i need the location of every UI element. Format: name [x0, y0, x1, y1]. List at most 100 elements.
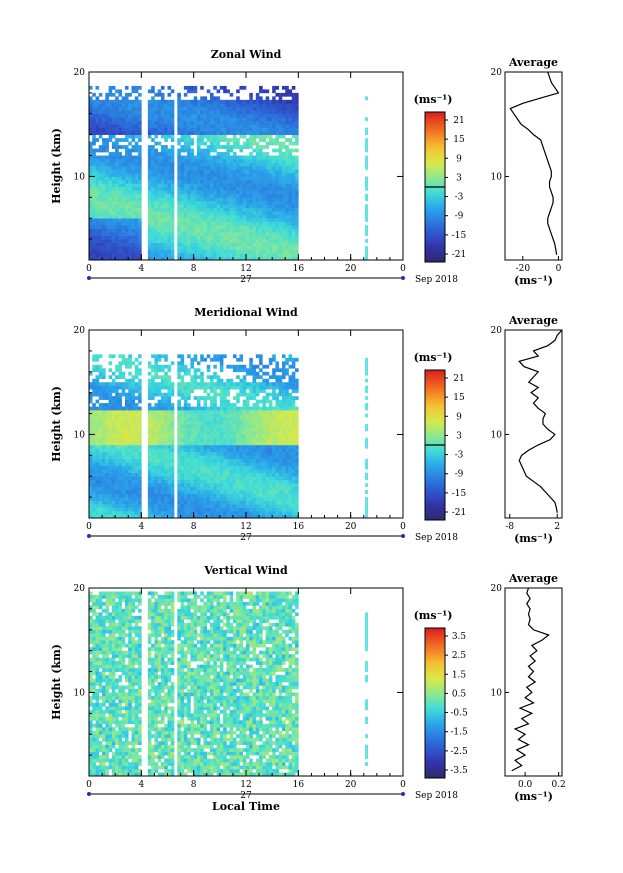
- meridional-colorbar-label: 21: [453, 374, 464, 384]
- vertical-date-label: Sep 2018: [415, 791, 458, 801]
- zonal-colorbar-label: 9: [456, 154, 462, 164]
- meridional-colorbar-label: -9: [455, 470, 464, 480]
- zonal-colorbar-label: -9: [455, 212, 464, 222]
- meridional-ylabel: Height (km): [50, 386, 63, 462]
- meridional-colorbar-label: 9: [456, 412, 462, 422]
- meridional-xtick-label: 16: [293, 522, 305, 532]
- vertical-average-xtick-label: 0.0: [518, 780, 533, 790]
- meridional-day-label: 27: [240, 533, 252, 543]
- vertical-colorbar-label: 0.5: [452, 689, 467, 699]
- vertical-xtick-label: 0: [86, 780, 92, 790]
- zonal-colorbar-unit: (ms⁻¹): [414, 93, 453, 106]
- zonal-xtick-label: 0: [86, 264, 92, 274]
- meridional-xtick-label: 4: [138, 522, 144, 532]
- vertical-average-xtick-label: 0.2: [551, 780, 565, 790]
- panel-vertical: Vertical Wind 10 20 Height (km) 0 4 8 12 16 20 0 27…: [50, 564, 566, 813]
- meridional-average-unit: (ms⁻¹): [514, 532, 553, 545]
- meridional-average-xtick-label: 2: [554, 522, 560, 532]
- vertical-colorbar-label: 2.5: [452, 651, 467, 661]
- zonal-average-ytick-label: 10: [491, 172, 503, 182]
- panel-meridional: Meridional Wind 10 20 Height (km) 0 4 8 12 16 20 0…: [50, 306, 563, 545]
- meridional-average-line: [518, 329, 563, 513]
- meridional-colorbar-label: 3: [456, 431, 462, 441]
- zonal-average-frame: [504, 71, 563, 261]
- meridional-ytick-label: 10: [74, 430, 86, 440]
- vertical-heatmap-cells: [89, 591, 369, 777]
- vertical-xlabel: Local Time: [212, 800, 280, 813]
- meridional-date-marker-start: [87, 534, 91, 538]
- meridional-xtick-label: 20: [345, 522, 357, 532]
- meridional-xtick-label: 0: [86, 522, 92, 532]
- zonal-date-label: Sep 2018: [415, 275, 458, 285]
- zonal-xtick-label: 4: [138, 264, 144, 274]
- meridional-date-marker-end: [401, 534, 405, 538]
- vertical-colorbar-label: 3.5: [452, 632, 467, 642]
- meridional-average-ytick-label: 20: [491, 326, 503, 336]
- vertical-average-ytick-label: 20: [491, 584, 503, 594]
- zonal-colorbar-label: 3: [456, 173, 462, 183]
- vertical-colorbar-unit: (ms⁻¹): [414, 609, 453, 622]
- meridional-colorbar-label: -3: [455, 451, 464, 461]
- zonal-average-line: [509, 71, 560, 255]
- meridional-date-label: Sep 2018: [415, 533, 458, 543]
- meridional-average-ytick-label: 10: [491, 430, 503, 440]
- meridional-colorbar-unit: (ms⁻¹): [414, 351, 453, 364]
- vertical-date-marker-start: [87, 792, 91, 796]
- zonal-title: Zonal Wind: [211, 48, 282, 61]
- vertical-colorbar-label: -3.5: [450, 766, 468, 776]
- zonal-ytick-label: 10: [74, 172, 86, 182]
- vertical-xtick-label: 4: [138, 780, 144, 790]
- vertical-average-title: Average: [508, 572, 558, 585]
- zonal-xtick-label: 20: [345, 264, 357, 274]
- zonal-average-xtick-label: -20: [516, 264, 531, 274]
- zonal-colorbar-label: -15: [452, 231, 467, 241]
- meridional-heatmap-cells: [89, 354, 369, 519]
- zonal-average-ytick-label: 20: [491, 68, 503, 78]
- vertical-xtick-label: 20: [345, 780, 357, 790]
- vertical-average-ytick-label: 10: [491, 688, 503, 698]
- vertical-xtick-label: 12: [240, 780, 251, 790]
- zonal-xtick-label: 12: [240, 264, 251, 274]
- vertical-title: Vertical Wind: [203, 564, 288, 577]
- zonal-xtick-label: 8: [191, 264, 197, 274]
- meridional-ytick-label: 20: [74, 326, 86, 336]
- panel-zonal: Zonal Wind 10 20 Height (km) 0 4 8 12 16 20 0 27 Sep…: [50, 48, 563, 287]
- meridional-title: Meridional Wind: [194, 306, 298, 319]
- zonal-colorbar-label: -3: [455, 193, 464, 203]
- zonal-date-marker-start: [87, 276, 91, 280]
- meridional-colorbar-label: -15: [452, 489, 467, 499]
- zonal-xtick-label: 16: [293, 264, 305, 274]
- vertical-colorbar-label: -0.5: [450, 709, 468, 719]
- vertical-ytick-label: 20: [74, 584, 86, 594]
- vertical-ylabel: Height (km): [50, 644, 63, 720]
- meridional-colorbar-label: -21: [452, 508, 467, 518]
- zonal-colorbar-label: 15: [453, 135, 465, 145]
- vertical-average-unit: (ms⁻¹): [514, 790, 553, 803]
- vertical-colorbar: [424, 627, 446, 779]
- vertical-ytick-label: 10: [74, 688, 86, 698]
- meridional-average-title: Average: [508, 314, 558, 327]
- vertical-date-marker-end: [401, 792, 405, 796]
- meridional-xtick-label: 12: [240, 522, 251, 532]
- zonal-colorbar-label: 21: [453, 116, 464, 126]
- vertical-average-line: [511, 587, 550, 772]
- meridional-colorbar-label: 15: [453, 393, 465, 403]
- vertical-average-frame: [504, 587, 563, 777]
- vertical-day-label: 27: [240, 791, 252, 801]
- zonal-day-label: 27: [240, 275, 252, 285]
- vertical-colorbar-label: -2.5: [450, 747, 468, 757]
- zonal-average-unit: (ms⁻¹): [514, 274, 553, 287]
- meridional-xtick-label: 8: [191, 522, 197, 532]
- zonal-xtick-label: 0: [400, 264, 406, 274]
- zonal-average-title: Average: [508, 56, 558, 69]
- vertical-colorbar-label: 1.5: [452, 670, 467, 680]
- zonal-colorbar-label: -21: [452, 250, 467, 260]
- zonal-ylabel: Height (km): [50, 128, 63, 204]
- meridional-xtick-label: 0: [400, 522, 406, 532]
- vertical-xtick-label: 8: [191, 780, 197, 790]
- vertical-xtick-label: 16: [293, 780, 305, 790]
- zonal-heatmap-cells: [89, 85, 369, 261]
- meridional-average-frame: [504, 329, 563, 519]
